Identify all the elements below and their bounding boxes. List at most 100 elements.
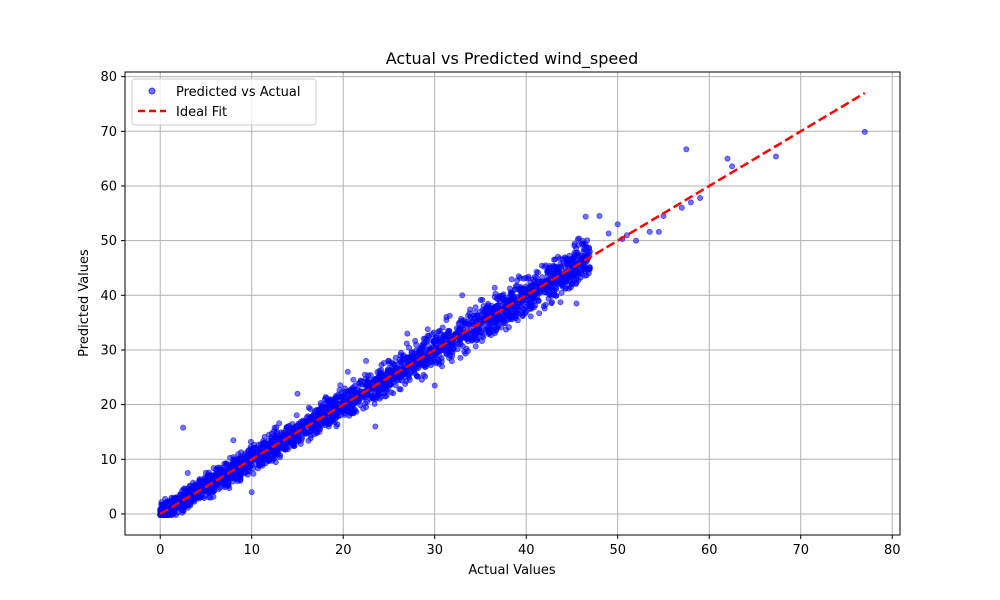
data-point: [531, 304, 538, 311]
data-point: [573, 300, 580, 307]
data-point: [413, 341, 420, 348]
data-point: [230, 437, 237, 444]
data-point: [478, 311, 485, 318]
data-point: [486, 305, 493, 312]
data-point: [199, 494, 206, 501]
data-point: [605, 230, 612, 237]
data-point: [335, 393, 342, 400]
data-point: [495, 302, 502, 309]
data-point: [184, 469, 191, 476]
data-point: [204, 474, 211, 481]
data-point: [330, 396, 337, 403]
data-point: [583, 272, 590, 279]
data-point: [437, 335, 444, 342]
data-point: [357, 378, 364, 385]
data-point: [271, 424, 278, 431]
data-point: [216, 484, 223, 491]
x-tick-label: 0: [156, 543, 164, 558]
data-point: [375, 386, 382, 393]
data-point: [327, 400, 334, 407]
data-point: [559, 277, 566, 284]
chart-title: Actual vs Predicted wind_speed: [386, 49, 638, 69]
data-point: [422, 373, 429, 380]
data-point: [223, 460, 230, 467]
data-point: [514, 307, 521, 314]
data-point: [542, 262, 549, 269]
data-point: [259, 442, 266, 449]
data-point: [525, 273, 532, 280]
data-point: [438, 363, 445, 370]
data-point: [472, 343, 479, 350]
data-point: [573, 245, 580, 252]
data-point: [415, 364, 422, 371]
legend: Predicted vs Actual Ideal Fit: [131, 78, 317, 126]
data-point: [523, 300, 530, 307]
data-point: [177, 491, 184, 498]
data-point: [491, 284, 498, 291]
data-point: [371, 400, 378, 407]
data-point: [444, 327, 451, 334]
data-point: [552, 256, 559, 263]
data-point: [469, 337, 476, 344]
data-point: [586, 244, 593, 251]
data-point: [557, 299, 564, 306]
data-point: [729, 163, 736, 170]
y-tick-label: 0: [109, 507, 117, 522]
data-point: [322, 404, 329, 411]
data-point: [502, 326, 509, 333]
y-tick-label: 30: [100, 343, 117, 358]
x-tick-label: 70: [792, 543, 809, 558]
data-point: [460, 318, 467, 325]
data-point: [475, 327, 482, 334]
data-point: [397, 352, 404, 359]
data-point: [393, 377, 400, 384]
data-point: [487, 326, 494, 333]
data-point: [443, 313, 450, 320]
y-ticks: 0 10 20 30 40 50 60 70 80: [100, 70, 125, 522]
data-point: [508, 276, 515, 283]
data-point: [387, 381, 394, 388]
data-point: [508, 290, 515, 297]
data-point: [386, 360, 393, 367]
y-axis-label: Predicted Values: [77, 249, 92, 357]
data-point: [474, 336, 481, 343]
data-point: [484, 310, 491, 317]
data-point: [533, 268, 540, 275]
data-point: [363, 357, 370, 364]
x-tick-label: 40: [518, 543, 535, 558]
data-point: [425, 332, 432, 339]
data-point: [407, 353, 414, 360]
y-tick-label: 40: [100, 289, 117, 304]
data-point: [313, 423, 320, 430]
data-point: [250, 441, 257, 448]
data-point: [724, 155, 731, 162]
data-point: [678, 204, 685, 211]
data-point: [346, 389, 353, 396]
data-point: [509, 314, 516, 321]
data-point: [293, 412, 300, 419]
data-point: [527, 313, 534, 320]
data-point: [417, 348, 424, 355]
data-point: [392, 382, 399, 389]
data-point: [305, 404, 312, 411]
data-point: [265, 431, 272, 438]
data-point: [312, 407, 319, 414]
data-point: [175, 509, 182, 516]
data-point: [431, 382, 438, 389]
data-point: [861, 128, 868, 135]
data-point: [459, 292, 466, 299]
data-point: [210, 483, 217, 490]
data-point: [268, 454, 275, 461]
data-point: [584, 266, 591, 273]
data-point: [492, 290, 499, 297]
data-point: [501, 320, 508, 327]
data-point: [217, 466, 224, 473]
data-point: [469, 329, 476, 336]
data-point: [322, 394, 329, 401]
data-point: [425, 342, 432, 349]
data-point: [529, 295, 536, 302]
data-point: [186, 482, 193, 489]
data-point: [499, 292, 506, 299]
data-point: [539, 274, 546, 281]
